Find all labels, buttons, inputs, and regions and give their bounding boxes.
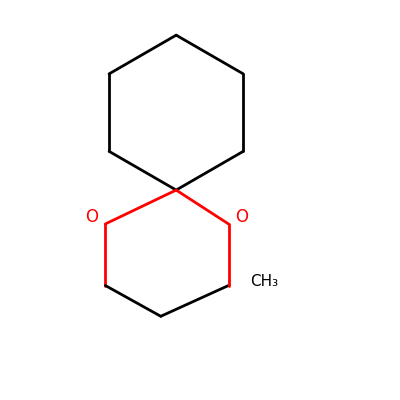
Text: CH₃: CH₃ [250,274,278,289]
Text: O: O [236,208,248,226]
Text: O: O [85,208,98,226]
